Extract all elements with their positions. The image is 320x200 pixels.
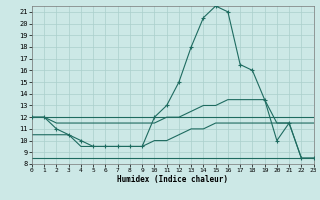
X-axis label: Humidex (Indice chaleur): Humidex (Indice chaleur)	[117, 175, 228, 184]
